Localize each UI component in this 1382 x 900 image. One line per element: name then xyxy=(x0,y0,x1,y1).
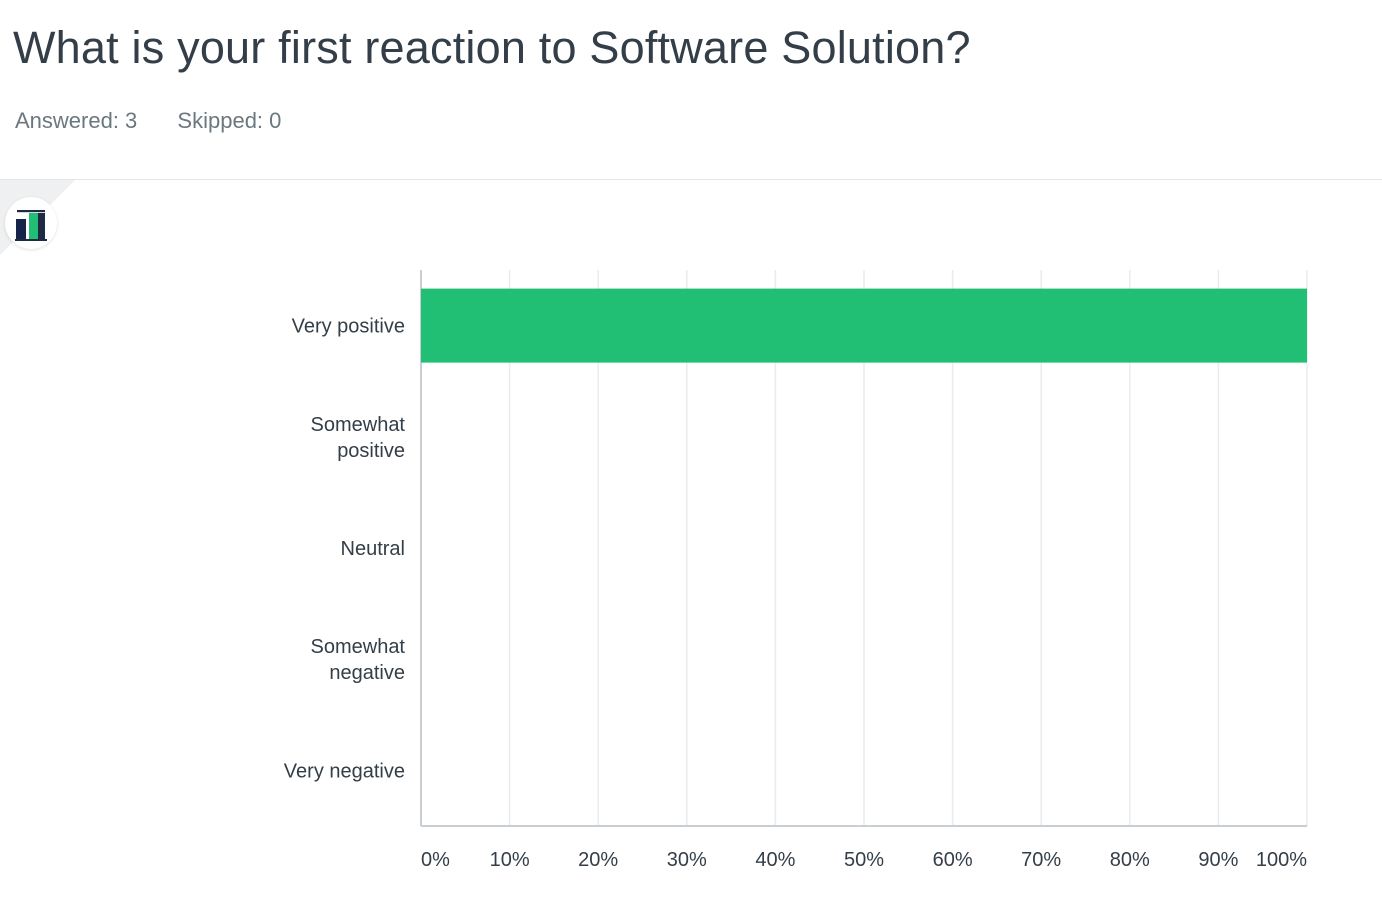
question-title: What is your first reaction to Software … xyxy=(13,22,971,73)
bar-chart-icon xyxy=(15,210,47,241)
answered-count: Answered: 3 xyxy=(15,108,138,133)
category-label: Very negative xyxy=(284,760,405,782)
x-tick-label: 90% xyxy=(1198,849,1238,871)
x-tick-label: 10% xyxy=(490,849,530,871)
bar xyxy=(421,288,1307,363)
category-label: Somewhat xyxy=(311,636,406,658)
category-label: Somewhat xyxy=(311,414,406,436)
response-stats: Answered: 3 Skipped: 0 xyxy=(15,108,281,134)
x-tick-label: 50% xyxy=(844,849,884,871)
x-tick-label: 60% xyxy=(933,849,973,871)
category-label: negative xyxy=(329,662,405,684)
category-label: positive xyxy=(337,440,405,462)
category-label: Very positive xyxy=(292,316,405,338)
x-tick-label: 30% xyxy=(667,849,707,871)
x-tick-label: 40% xyxy=(755,849,795,871)
chart-type-button[interactable] xyxy=(5,197,57,249)
skipped-count: Skipped: 0 xyxy=(177,108,282,133)
divider xyxy=(0,179,1382,180)
x-tick-label: 0% xyxy=(421,849,450,871)
x-tick-label: 80% xyxy=(1110,849,1150,871)
x-tick-label: 70% xyxy=(1021,849,1061,871)
category-label: Neutral xyxy=(341,538,405,560)
x-tick-label: 100% xyxy=(1256,849,1307,871)
x-tick-label: 20% xyxy=(578,849,618,871)
